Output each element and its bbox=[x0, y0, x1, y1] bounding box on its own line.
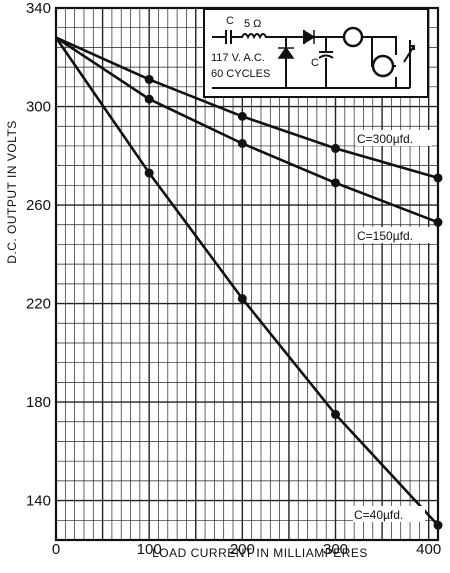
series-label-bg-40 bbox=[353, 506, 425, 522]
data-point-1-1 bbox=[144, 94, 154, 104]
series-label-40: C=40µfd. bbox=[354, 508, 403, 522]
data-point-2-2 bbox=[237, 294, 247, 304]
series-points bbox=[144, 74, 443, 530]
circuit-schematic: C 5 Ω C 117 V. A.C. 60 CYCLES bbox=[203, 8, 429, 98]
x-tick-label: 200 bbox=[230, 541, 255, 558]
inset-capacitor-label-2: C bbox=[311, 57, 319, 69]
y-tick-label: 220 bbox=[26, 296, 51, 313]
data-point-2-4 bbox=[433, 520, 443, 530]
data-point-0-2 bbox=[237, 111, 247, 121]
grid-minor bbox=[56, 8, 439, 541]
x-tick-label: 400 bbox=[416, 541, 441, 558]
data-point-1-4 bbox=[433, 217, 443, 227]
x-tick-labels: 0 100 200 300 400 bbox=[52, 541, 441, 558]
series-lines bbox=[54, 36, 439, 527]
data-point-0-1 bbox=[144, 74, 154, 84]
y-tick-label: 260 bbox=[26, 197, 51, 214]
inset-frame bbox=[203, 8, 429, 98]
x-axis-title: LOAD CURRENT IN MILLIAMPERES bbox=[152, 546, 368, 560]
series-label-bg-300 bbox=[356, 130, 432, 146]
series-label-150: C=150µfd. bbox=[357, 229, 413, 243]
data-point-1-2 bbox=[237, 138, 247, 148]
x-tick-label: 0 bbox=[52, 541, 60, 558]
inset-tube-2 bbox=[371, 54, 395, 78]
data-point-0-4 bbox=[433, 173, 443, 183]
series-line-2 bbox=[54, 36, 439, 527]
data-point-1-3 bbox=[331, 178, 341, 188]
x-tick-label: 300 bbox=[323, 541, 348, 558]
inset-diode-2 bbox=[303, 29, 316, 45]
y-tick-label: 140 bbox=[26, 493, 51, 510]
data-point-2-1 bbox=[144, 168, 154, 178]
inset-wire-tubes bbox=[362, 36, 396, 67]
inset-resistor-label: 5 Ω bbox=[244, 18, 261, 30]
inset-diode-1 bbox=[277, 46, 295, 59]
data-point-2-3 bbox=[331, 409, 341, 419]
y-axis-title: D.C. OUTPUT IN VOLTS bbox=[5, 120, 19, 264]
y-tick-label: 300 bbox=[26, 99, 51, 116]
y-tick-label: 180 bbox=[26, 394, 51, 411]
x-tick-label: 100 bbox=[137, 541, 162, 558]
y-tick-label: 340 bbox=[26, 0, 51, 17]
inset-capacitor-label-1: C bbox=[226, 15, 234, 27]
inset-supply-label-1: 117 V. A.C. bbox=[211, 52, 265, 64]
series-label-bg-150 bbox=[356, 227, 432, 243]
series-label-300: C=300µfd. bbox=[357, 132, 413, 146]
inset-supply-label-2: 60 CYCLES bbox=[211, 68, 270, 80]
y-tick-labels: 140 180 220 260 300 340 bbox=[26, 0, 51, 510]
inset-tube-1 bbox=[342, 26, 364, 48]
data-point-0-3 bbox=[331, 143, 341, 153]
